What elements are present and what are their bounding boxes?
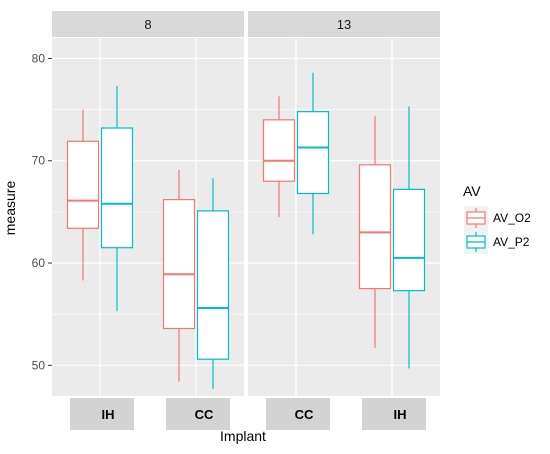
x-axis-title: Implant (220, 428, 266, 444)
box-body (100, 127, 134, 249)
category-label: IH (102, 407, 115, 422)
legend-entry-AV_O2: AV_O2 (464, 206, 531, 230)
category-label-box (166, 398, 230, 430)
legend: AV AV_O2 AV_P2 (463, 183, 531, 254)
facet-panel-8: 8 (52, 11, 244, 396)
facet-strip-label: 13 (337, 17, 351, 32)
box-AV_O2-CC (262, 96, 296, 217)
legend-title: AV (463, 183, 481, 199)
category-label: CC (195, 407, 214, 422)
box-body (162, 199, 196, 330)
box-AV_P2-IH (392, 106, 426, 369)
box-AV_P2-CC (196, 178, 230, 389)
y-axis: 50 60 70 80 (32, 51, 52, 372)
box-body (296, 111, 330, 195)
category-label-box (362, 398, 426, 430)
legend-entry-AV_P2: AV_P2 (464, 230, 530, 254)
box-body (196, 210, 230, 360)
box-AV_O2-IH (66, 109, 100, 281)
category-label: CC (295, 407, 314, 422)
y-tick-label: 70 (32, 154, 46, 168)
y-tick-label: 60 (32, 256, 46, 270)
box-body (66, 140, 100, 229)
category-label-box (266, 398, 330, 430)
y-axis-title: measure (2, 181, 18, 236)
facet-strip (248, 11, 440, 37)
box-AV_O2-IH (358, 115, 392, 348)
box-body (262, 119, 296, 182)
category-label-box (70, 398, 134, 430)
facet-strip (52, 11, 244, 37)
box-AV_O2-CC (162, 169, 196, 382)
legend-label: AV_P2 (493, 235, 530, 249)
box-AV_P2-IH (100, 86, 134, 312)
facet-panel-13: 13 (248, 11, 440, 396)
category-label: IH (394, 407, 407, 422)
facet-strip-label: 8 (144, 17, 151, 32)
y-tick-label: 80 (32, 51, 46, 65)
y-tick-label: 50 (32, 358, 46, 372)
box-AV_P2-CC (296, 72, 330, 235)
box-body (358, 164, 392, 290)
facet-panels: 8 13 (52, 11, 440, 396)
legend-label: AV_O2 (493, 211, 531, 225)
box-body (392, 188, 426, 292)
category-labels: IH CC CC IH (70, 398, 426, 430)
